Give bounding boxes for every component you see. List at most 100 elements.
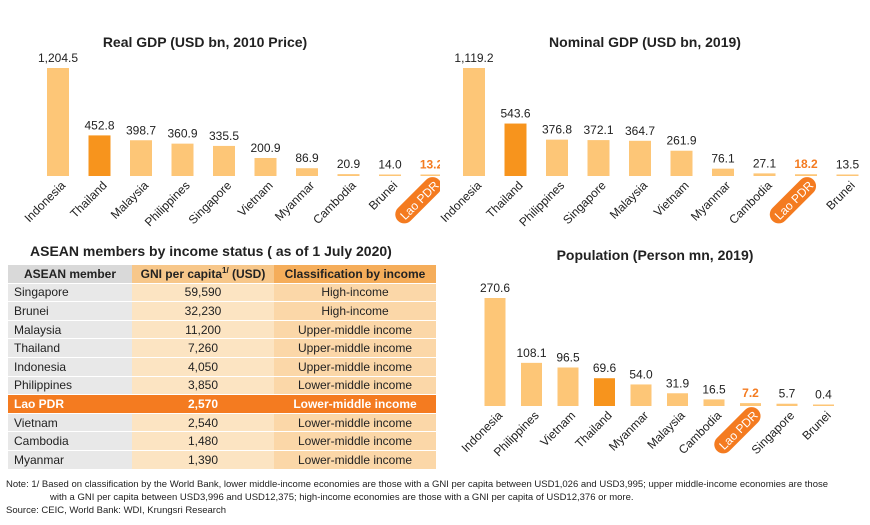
bar-malaysia bbox=[667, 393, 688, 406]
cell-gni: 7,260 bbox=[132, 338, 274, 358]
tick-label-group: Lao PDR bbox=[769, 177, 817, 224]
cell-member: Vietnam bbox=[8, 413, 132, 433]
source-line: Source: CEIC, World Bank: WDI, Krungsri … bbox=[6, 505, 226, 516]
note-line-2: with a GNI per capita between USD3,996 a… bbox=[50, 492, 634, 503]
bar-indonesia bbox=[463, 68, 485, 176]
cell-classification: Upper-middle income bbox=[274, 338, 436, 358]
bar-malaysia bbox=[130, 140, 152, 176]
tick-label-group: Cambodia bbox=[726, 178, 775, 227]
tick-label: Singapore bbox=[560, 178, 609, 227]
tick-label: Philippines bbox=[142, 178, 193, 229]
tick-label: Singapore bbox=[186, 178, 235, 227]
header-classification: Classification by income bbox=[274, 265, 436, 284]
data-label: 1,204.5 bbox=[38, 51, 78, 65]
income-table: ASEAN member GNI per capita1/ (USD) Clas… bbox=[8, 265, 436, 470]
bar-brunei bbox=[379, 174, 401, 176]
cell-classification: High-income bbox=[274, 301, 436, 321]
bar-thailand bbox=[594, 378, 615, 406]
cell-member: Malaysia bbox=[8, 320, 132, 340]
tick-label-group: Indonesia bbox=[438, 178, 485, 225]
tick-label: Indonesia bbox=[22, 178, 69, 225]
tick-label: Vietnam bbox=[235, 178, 276, 219]
tick-label: Brunei bbox=[823, 178, 857, 212]
cell-member: Thailand bbox=[8, 338, 132, 358]
cell-member: Myanmar bbox=[8, 450, 132, 470]
cell-member: Brunei bbox=[8, 301, 132, 321]
tick-label-group: Indonesia bbox=[22, 178, 69, 225]
tick-label-group: Vietnam bbox=[235, 178, 276, 219]
population-title: Population (Person mn, 2019) bbox=[556, 247, 754, 263]
table-row: Thailand 7,260 Upper-middle income bbox=[8, 338, 436, 358]
cell-member: Lao PDR bbox=[8, 394, 132, 414]
table-row: Malaysia 11,200 Upper-middle income bbox=[8, 320, 436, 340]
cell-member: Indonesia bbox=[8, 357, 132, 377]
data-label: 543.6 bbox=[500, 107, 530, 121]
tick-label: Malaysia bbox=[607, 178, 651, 222]
data-label: 261.9 bbox=[666, 134, 696, 148]
lao-highlight-pill bbox=[769, 177, 817, 224]
bar-indonesia bbox=[484, 298, 506, 406]
data-label: 1,119.2 bbox=[454, 51, 493, 65]
tick-label-group: Philippines bbox=[142, 178, 193, 229]
header-gni: GNI per capita1/ (USD) bbox=[132, 265, 274, 284]
bar-myanmar bbox=[630, 384, 652, 406]
cell-gni: 11,200 bbox=[132, 320, 274, 340]
table-row: Cambodia 1,480 Lower-middle income bbox=[8, 431, 436, 451]
tick-label: Thailand bbox=[67, 178, 109, 220]
tick-label: Vietnam bbox=[651, 178, 692, 219]
tick-label-group: Cambodia bbox=[310, 178, 359, 227]
table-row: Singapore 59,590 High-income bbox=[8, 283, 436, 303]
cell-classification: Lower-middle income bbox=[274, 376, 436, 396]
data-label: 270.6 bbox=[480, 281, 510, 295]
data-label: 7.2 bbox=[742, 386, 759, 400]
bar-cambodia bbox=[337, 174, 360, 176]
table-row: Indonesia 4,050 Upper-middle income bbox=[8, 357, 436, 377]
income-table-title: ASEAN members by income status ( as of 1… bbox=[30, 243, 392, 259]
bar-vietnam bbox=[254, 157, 277, 176]
cell-classification: Lower-middle income bbox=[274, 431, 436, 451]
table-row: Brunei 32,230 High-income bbox=[8, 301, 436, 321]
cell-gni: 3,850 bbox=[132, 376, 274, 396]
data-label: 364.7 bbox=[625, 124, 655, 138]
cell-member: Singapore bbox=[8, 283, 132, 303]
tick-label: Cambodia bbox=[726, 178, 775, 227]
tick-label: Indonesia bbox=[438, 178, 485, 225]
tick-label-group: Brunei bbox=[823, 178, 857, 212]
tick-label: Brunei bbox=[799, 408, 833, 442]
bar-lao-pdr bbox=[740, 403, 761, 406]
bar-singapore bbox=[587, 140, 610, 176]
table-header-row: ASEAN member GNI per capita1/ (USD) Clas… bbox=[8, 265, 436, 284]
tick-label-group: Vietnam bbox=[651, 178, 692, 219]
tick-label: Lao PDR bbox=[772, 178, 817, 223]
bar-malaysia bbox=[629, 140, 651, 176]
tick-label-group: Malaysia bbox=[607, 178, 651, 222]
table-row: Vietnam 2,540 Lower-middle income bbox=[8, 413, 436, 433]
header-gni-unit: (USD) bbox=[228, 267, 266, 282]
data-label: 376.8 bbox=[542, 123, 572, 137]
bar-brunei bbox=[836, 174, 859, 176]
tick-label: Brunei bbox=[366, 178, 400, 212]
header-member: ASEAN member bbox=[8, 265, 132, 284]
data-label: 335.5 bbox=[209, 129, 239, 143]
cell-classification: Lower-middle income bbox=[274, 413, 436, 433]
header-gni-label: GNI per capita bbox=[140, 267, 222, 282]
cell-member: Cambodia bbox=[8, 431, 132, 451]
lao-highlight-pill bbox=[395, 177, 440, 224]
bar-lao-pdr bbox=[795, 174, 817, 176]
bar-indonesia bbox=[47, 68, 69, 176]
bar-singapore bbox=[213, 145, 235, 176]
data-label: 200.9 bbox=[250, 141, 280, 155]
data-label: 5.7 bbox=[779, 387, 796, 401]
data-label: 69.6 bbox=[593, 361, 617, 375]
data-label: 18.2 bbox=[794, 157, 818, 171]
cell-classification: Lower-middle income bbox=[274, 394, 436, 414]
cell-classification: High-income bbox=[274, 283, 436, 303]
bar-brunei bbox=[813, 404, 834, 406]
tick-label-group: Myanmar bbox=[606, 408, 651, 453]
lao-highlight-pill bbox=[714, 407, 761, 454]
cell-gni: 2,540 bbox=[132, 413, 274, 433]
cell-gni: 1,390 bbox=[132, 450, 274, 470]
table-row: Lao PDR 2,570 Lower-middle income bbox=[8, 394, 436, 414]
cell-classification: Lower-middle income bbox=[274, 450, 436, 470]
nominal-gdp-title: Nominal GDP (USD bn, 2019) bbox=[549, 34, 741, 50]
